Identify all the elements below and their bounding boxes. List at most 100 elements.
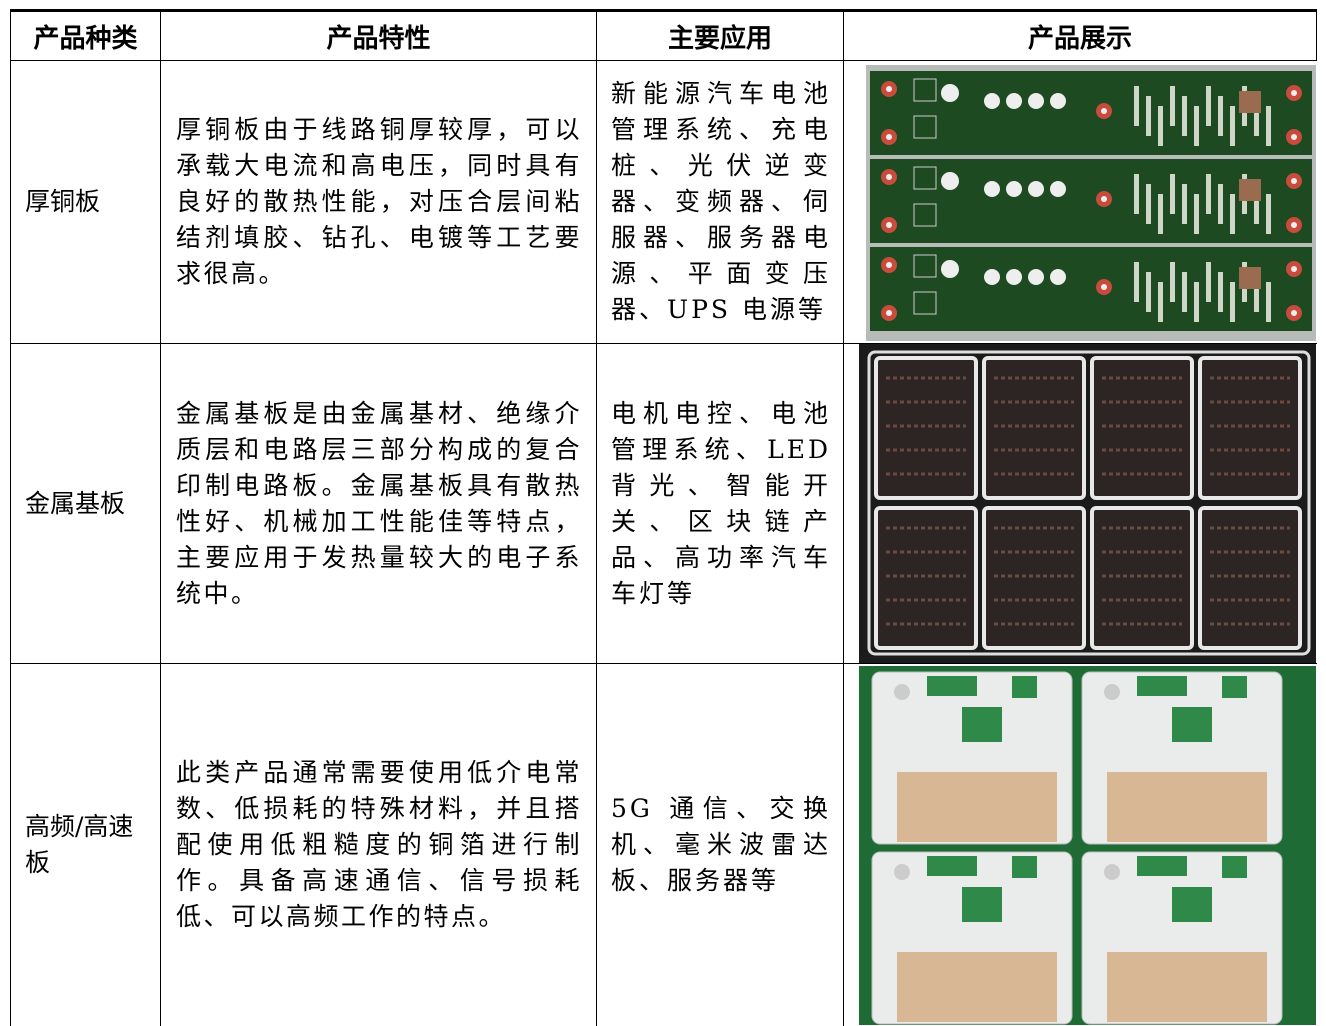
- pcb-detail: [1291, 310, 1297, 316]
- pcb-detail: [1101, 284, 1107, 290]
- header-row: 产品种类 产品特性 主要应用 产品展示: [10, 9, 1317, 61]
- pcb-detail: [927, 856, 977, 877]
- pcb-detail: [982, 506, 1086, 650]
- pcb-detail: [874, 356, 978, 500]
- pcb-detail: [1137, 676, 1187, 697]
- pcb-detail: [1266, 194, 1271, 234]
- pcb-detail: [1028, 181, 1044, 197]
- pcb-detail: [1230, 282, 1235, 322]
- pcb-detail: [1172, 887, 1212, 923]
- pcb-detail: [1158, 282, 1163, 322]
- pcb-detail: [1291, 222, 1297, 228]
- product-table: 产品种类 产品特性 主要应用 产品展示 厚铜板 厚铜板由于线路铜厚较厚，可以承载…: [10, 9, 1317, 1026]
- pcb-detail: [1206, 262, 1211, 302]
- pcb-detail: [870, 71, 1312, 155]
- pcb-detail: [913, 254, 937, 278]
- pcb-detail: [1254, 96, 1259, 136]
- pcb-detail: [1222, 676, 1247, 699]
- pcb-detail: [913, 78, 937, 102]
- pcb-detail: [1104, 684, 1120, 701]
- pcb-detail: [1218, 184, 1223, 224]
- pcb-detail: [1206, 86, 1211, 126]
- pcb-detail: [894, 684, 910, 701]
- pcb-detail: [1006, 181, 1022, 197]
- pcb-detail: [1194, 106, 1199, 146]
- pcb-detail: [1291, 134, 1297, 140]
- header-cell: 主要应用: [596, 9, 844, 61]
- pcb-detail: [1182, 272, 1187, 312]
- pcb-detail: [1291, 90, 1297, 96]
- pcb-detail: [1006, 93, 1022, 109]
- pcb-detail: [1266, 282, 1271, 322]
- type-cell: 金属基板: [10, 343, 161, 664]
- pcb-detail: [1170, 86, 1175, 126]
- pcb-detail: [867, 350, 1311, 656]
- pcb-detail: [1194, 194, 1199, 234]
- pcb-detail: [1206, 174, 1211, 214]
- header-cell: 产品展示: [843, 9, 1317, 61]
- pcb-detail: [894, 864, 910, 881]
- application-cell: 5G 通信、交换机、毫米波雷达板、服务器等: [596, 663, 844, 1026]
- pcb-detail: [1107, 772, 1267, 843]
- pcb-detail: [1170, 262, 1175, 302]
- pcb-detail: [1050, 93, 1066, 109]
- pcb-detail: [1104, 864, 1120, 881]
- header-cell: 产品种类: [10, 9, 161, 61]
- pcb-detail: [1134, 86, 1139, 126]
- table-row: 高频/高速板 此类产品通常需要使用低介电常数、低损耗的特殊材料，并且搭配使用低粗…: [10, 663, 1317, 1026]
- pcb-detail: [927, 676, 977, 697]
- pcb-detail: [886, 222, 892, 228]
- pcb-detail: [913, 115, 937, 139]
- pcb-detail: [1230, 194, 1235, 234]
- pcb-detail: [913, 203, 937, 227]
- pcb-detail: [874, 506, 978, 650]
- pcb-detail: [1146, 96, 1151, 136]
- image-cell: [843, 60, 1317, 344]
- image-cell: [843, 663, 1317, 1026]
- property-cell: 厚铜板由于线路铜厚较厚，可以承载大电流和高电压，同时具有良好的散热性能，对压合层…: [160, 60, 597, 344]
- table-row: 金属基板 金属基板是由金属基材、绝缘介质层和电路层三部分构成的复合印制电路板。金…: [10, 343, 1317, 664]
- pcb-detail: [1198, 356, 1302, 500]
- pcb-detail: [1194, 282, 1199, 322]
- pcb-detail: [913, 166, 937, 190]
- pcb-detail: [1101, 108, 1107, 114]
- pcb-image: [859, 666, 1316, 1026]
- pcb-detail: [1012, 856, 1037, 879]
- application-cell: 新能源汽车电池管理系统、充电桩、光伏逆变器、变频器、伺服器、服务器电源、平面变压…: [596, 60, 844, 344]
- pcb-detail: [1239, 267, 1261, 289]
- property-cell: 金属基板是由金属基材、绝缘介质层和电路层三部分构成的复合印制电路板。金属基板具有…: [160, 343, 597, 664]
- pcb-detail: [870, 247, 1312, 331]
- pcb-detail: [870, 159, 1312, 243]
- pcb-detail: [1291, 266, 1297, 272]
- pcb-detail: [1198, 506, 1302, 650]
- pcb-detail: [1028, 93, 1044, 109]
- pcb-detail: [984, 181, 1000, 197]
- type-cell: 高频/高速板: [10, 663, 161, 1026]
- pcb-detail: [1134, 262, 1139, 302]
- pcb-image: [859, 344, 1316, 663]
- pcb-detail: [1090, 506, 1194, 650]
- pcb-detail: [1028, 269, 1044, 285]
- pcb-detail: [1107, 952, 1267, 1023]
- pcb-detail: [886, 134, 892, 140]
- pcb-detail: [1222, 856, 1247, 879]
- property-cell: 此类产品通常需要使用低介电常数、低损耗的特殊材料，并且搭配使用低粗糙度的铜箔进行…: [160, 663, 597, 1026]
- pcb-detail: [962, 707, 1002, 743]
- table-row: 厚铜板 厚铜板由于线路铜厚较厚，可以承载大电流和高电压，同时具有良好的散热性能，…: [10, 60, 1317, 344]
- pcb-detail: [897, 952, 1057, 1023]
- pcb-detail: [941, 84, 959, 102]
- pcb-detail: [1254, 184, 1259, 224]
- pcb-image: [866, 65, 1316, 341]
- pcb-detail: [1137, 856, 1187, 877]
- application-cell: 电机电控、电池管理系统、LED 背光、智能开关、区块链产品、高功率汽车车灯等: [596, 343, 844, 664]
- pcb-detail: [1182, 96, 1187, 136]
- pcb-detail: [1218, 272, 1223, 312]
- pcb-detail: [941, 172, 959, 190]
- pcb-detail: [1254, 272, 1259, 312]
- pcb-detail: [982, 356, 1086, 500]
- pcb-detail: [984, 269, 1000, 285]
- pcb-detail: [1291, 178, 1297, 184]
- pcb-detail: [886, 174, 892, 180]
- pcb-detail: [1012, 676, 1037, 699]
